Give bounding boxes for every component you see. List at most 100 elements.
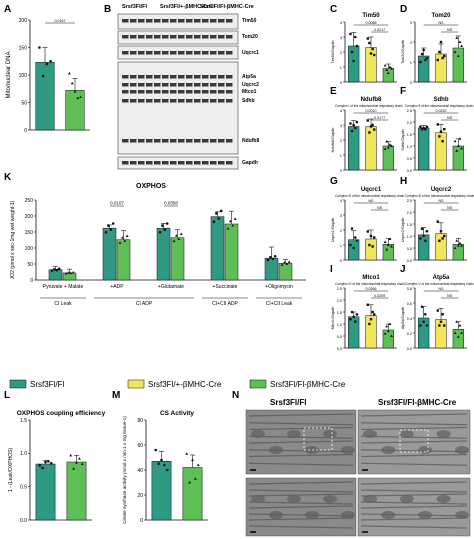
data-point bbox=[165, 468, 169, 472]
blot-band bbox=[154, 75, 161, 79]
y-axis-label: Uqcrc2/Gapdh bbox=[401, 218, 405, 242]
data-point bbox=[79, 95, 82, 98]
em-texture bbox=[360, 462, 468, 466]
blot-band bbox=[194, 139, 201, 143]
data-point bbox=[273, 254, 277, 258]
blot-band bbox=[146, 51, 153, 55]
significance-label: 0.0167 bbox=[55, 19, 66, 23]
blot-band bbox=[138, 139, 145, 143]
y-tick-label: 2 bbox=[410, 41, 412, 45]
blot-protein-label: Uqcrc2 bbox=[242, 82, 259, 88]
data-point bbox=[368, 243, 371, 247]
bar bbox=[35, 62, 55, 131]
data-point bbox=[419, 324, 422, 327]
em-texture bbox=[248, 440, 354, 444]
y-tick-label: 2.5 bbox=[407, 199, 412, 203]
data-point bbox=[50, 269, 54, 272]
significance-label: 0.0358 bbox=[164, 201, 178, 206]
data-point bbox=[349, 32, 352, 36]
blot-band bbox=[122, 75, 129, 79]
em-zoom-box bbox=[303, 427, 333, 451]
panel-letter-f: F bbox=[400, 86, 406, 97]
chart-m: 0 20 40 60 80 Citrate synthase activity (nmol… bbox=[122, 410, 208, 524]
panel-letter-h: H bbox=[400, 176, 407, 187]
blot-band bbox=[178, 99, 185, 103]
data-point bbox=[455, 149, 459, 152]
chart-title: Uqcrc1 bbox=[361, 187, 382, 193]
data-point bbox=[229, 219, 232, 223]
em-texture bbox=[248, 505, 354, 509]
data-point bbox=[193, 477, 197, 480]
data-point bbox=[443, 128, 446, 131]
blot-band bbox=[202, 75, 209, 79]
em-mitochondrion bbox=[251, 430, 265, 438]
blot-band bbox=[122, 90, 129, 94]
blot-band bbox=[146, 19, 153, 23]
data-point bbox=[49, 462, 53, 465]
data-point bbox=[373, 236, 376, 239]
blot-band bbox=[226, 161, 233, 165]
data-point bbox=[439, 130, 443, 133]
blot-band bbox=[154, 51, 161, 55]
data-point bbox=[369, 52, 373, 55]
data-point bbox=[386, 243, 390, 246]
data-point bbox=[439, 40, 443, 44]
blot-lane-header: Srsf3Fl/Fl-βMHC-Cre bbox=[200, 4, 254, 10]
blot-band bbox=[202, 90, 209, 94]
blot-band bbox=[122, 51, 129, 55]
bar bbox=[365, 315, 377, 349]
data-point bbox=[271, 257, 275, 261]
y-tick-label: 150 bbox=[25, 230, 34, 236]
x-tick-label: +Glutamate bbox=[158, 284, 184, 290]
blot-band bbox=[154, 139, 161, 143]
blot-band bbox=[218, 99, 225, 103]
blot-band bbox=[178, 19, 185, 23]
data-point bbox=[366, 230, 369, 233]
blot-band bbox=[218, 161, 225, 165]
group-label: CI+CII Leak bbox=[266, 301, 293, 307]
blot-band bbox=[170, 90, 177, 94]
data-point bbox=[460, 331, 463, 334]
data-point bbox=[390, 334, 393, 337]
data-point bbox=[419, 125, 422, 129]
blot-band bbox=[130, 19, 137, 23]
data-point bbox=[373, 128, 376, 131]
data-point bbox=[371, 245, 374, 248]
y-tick-label: 80 bbox=[137, 418, 143, 424]
significance-label: NS bbox=[447, 294, 453, 298]
data-point bbox=[349, 243, 352, 247]
blot-protein-label: Tom20 bbox=[242, 34, 258, 40]
data-point bbox=[165, 222, 169, 225]
y-tick-label: 0 bbox=[24, 128, 27, 134]
em-group-label: Srsf3Fl/Fl bbox=[270, 398, 306, 407]
em-mitochondrion bbox=[436, 495, 451, 503]
y-tick-label: 2.0 bbox=[337, 299, 342, 303]
data-point bbox=[366, 119, 369, 122]
data-point bbox=[350, 227, 354, 230]
blot-band bbox=[218, 83, 225, 87]
data-point bbox=[460, 44, 463, 47]
data-point bbox=[383, 147, 387, 150]
significance-label: 0.0010 bbox=[366, 109, 377, 113]
data-point bbox=[285, 262, 289, 265]
data-point bbox=[161, 224, 164, 227]
y-tick-label: 1.5 bbox=[20, 418, 27, 424]
y-tick-label: 250 bbox=[25, 198, 34, 204]
em-texture bbox=[248, 462, 354, 466]
y-tick-label: 1.5 bbox=[337, 311, 342, 315]
y-tick-label: 1.0 bbox=[337, 323, 342, 327]
bar bbox=[102, 227, 117, 281]
data-point bbox=[233, 217, 237, 220]
y-tick-label: 100 bbox=[19, 73, 28, 79]
chart-title: CS Activity bbox=[160, 410, 194, 417]
data-point bbox=[368, 131, 371, 134]
data-point bbox=[41, 466, 44, 470]
data-point bbox=[68, 71, 71, 75]
bar bbox=[452, 47, 464, 83]
data-point bbox=[441, 56, 444, 60]
chart-title: Sdhb bbox=[434, 97, 449, 103]
em-texture bbox=[248, 453, 354, 458]
data-point bbox=[215, 212, 218, 215]
em-texture bbox=[248, 501, 354, 505]
